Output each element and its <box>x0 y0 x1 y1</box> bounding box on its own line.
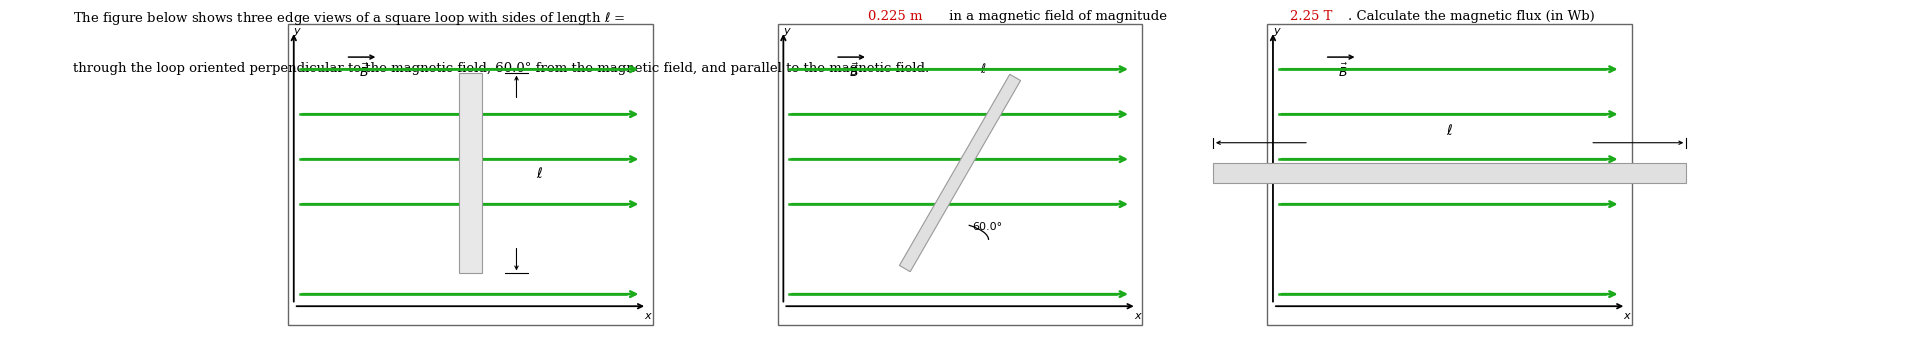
Text: $\vec{B}$: $\vec{B}$ <box>1338 62 1348 80</box>
Text: 0.225 m: 0.225 m <box>868 10 922 24</box>
Text: 60.0°: 60.0° <box>973 222 1002 231</box>
Text: y: y <box>783 26 789 36</box>
Text: y: y <box>294 26 300 36</box>
FancyBboxPatch shape <box>1267 24 1632 325</box>
Text: 2.25 T: 2.25 T <box>1290 10 1332 24</box>
FancyBboxPatch shape <box>1213 164 1686 183</box>
Text: $\vec{B}$: $\vec{B}$ <box>359 62 369 80</box>
FancyBboxPatch shape <box>459 73 482 273</box>
Text: $\ell$: $\ell$ <box>1446 122 1453 138</box>
Text: through the loop oriented perpendicular to the magnetic field, 60.0° from the ma: through the loop oriented perpendicular … <box>73 62 929 75</box>
Text: $\vec{B}$: $\vec{B}$ <box>849 62 858 80</box>
Text: x: x <box>1135 311 1140 321</box>
Text: $\ell$: $\ell$ <box>536 165 543 181</box>
Text: y: y <box>1273 26 1279 36</box>
Text: in a magnetic field of magnitude: in a magnetic field of magnitude <box>945 10 1171 24</box>
FancyBboxPatch shape <box>778 24 1142 325</box>
Text: x: x <box>1624 311 1630 321</box>
Text: The figure below shows three edge views of a square loop with sides of length $\: The figure below shows three edge views … <box>73 10 626 27</box>
FancyBboxPatch shape <box>288 24 653 325</box>
Text: x: x <box>645 311 651 321</box>
Text: . Calculate the magnetic flux (in Wb): . Calculate the magnetic flux (in Wb) <box>1348 10 1596 24</box>
Text: $\ell$: $\ell$ <box>979 62 987 76</box>
Polygon shape <box>899 74 1021 272</box>
